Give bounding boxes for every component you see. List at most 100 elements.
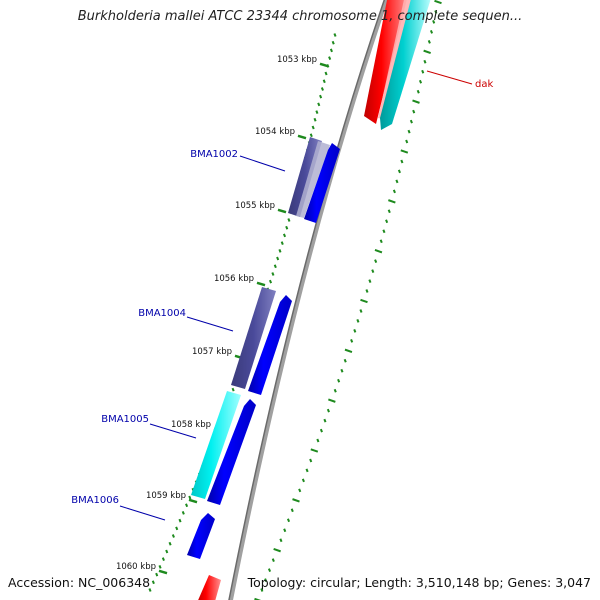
outer-minor-tick — [400, 159, 404, 164]
gene-dak — [380, 0, 431, 130]
outer-minor-tick — [423, 59, 427, 64]
outer-major-tick — [388, 199, 396, 204]
outer-minor-tick — [353, 329, 357, 333]
outer-major-tick — [360, 298, 368, 304]
gene-label-bma1004[interactable]: BMA1004 — [138, 308, 186, 319]
inner-minor-tick — [168, 541, 172, 546]
scale-tick-mark — [277, 208, 287, 214]
scale-ticks: 1053 kbp 1054 kbp 1055 kbp 1056 kbp 1057 kbp… — [116, 55, 329, 575]
outer-minor-tick — [326, 408, 330, 413]
outer-minor-tick — [395, 179, 399, 184]
scale-tick-mark — [297, 134, 307, 140]
gene-label-dak[interactable]: dak — [475, 79, 493, 90]
outer-minor-tick — [432, 20, 436, 24]
inner-minor-tick — [161, 557, 165, 562]
outer-minor-tick — [271, 558, 275, 563]
inner-minor-tick — [231, 387, 235, 392]
inner-minor-tick — [331, 40, 335, 45]
outer-minor-tick — [356, 319, 360, 323]
gene-bma1002-rev-shade — [296, 141, 330, 218]
scale-tick-label: 1057 kbp — [192, 347, 232, 357]
gene-bma1004-fwd — [248, 295, 292, 395]
chromosome-backbone — [228, 0, 389, 600]
inner-minor-tick — [178, 518, 182, 523]
summary-text: Topology: circular; Length: 3,510,148 bp… — [247, 575, 591, 590]
inner-minor-tick — [181, 511, 185, 515]
outer-minor-tick — [379, 239, 383, 244]
outer-major-tick — [273, 548, 281, 553]
accession-text: Accession: NC_006348 — [8, 575, 151, 590]
outer-minor-tick — [264, 578, 268, 582]
scale-tick-label: 1054 kbp — [255, 127, 295, 137]
outer-minor-tick — [374, 259, 378, 264]
outer-minor-tick — [309, 458, 313, 463]
outer-minor-tick — [412, 109, 416, 114]
outer-minor-tick — [323, 418, 327, 423]
inner-minor-tick — [322, 79, 326, 84]
inner-minor-tick — [165, 549, 169, 554]
inner-minor-tick — [158, 565, 162, 569]
gene-label-bma1002[interactable]: BMA1002 — [190, 149, 238, 160]
inner-minor-tick — [188, 495, 192, 500]
outer-minor-tick — [316, 438, 320, 443]
outer-major-tick — [423, 49, 431, 54]
inner-minor-tick — [285, 225, 289, 230]
scale-tick-mark — [256, 281, 266, 287]
gene-label-bma1005[interactable]: BMA1005 — [101, 414, 149, 425]
scale-tick-label: 1060 kbp — [116, 562, 156, 572]
scale-tick-label: 1059 kbp — [146, 491, 186, 501]
gene-bma1005 — [191, 391, 241, 499]
outer-minor-tick — [305, 468, 309, 473]
outer-minor-tick — [392, 189, 396, 194]
inner-minor-tick — [282, 233, 287, 238]
outer-minor-tick — [365, 289, 369, 293]
chromosome-backbone-shadow — [228, 0, 386, 600]
outer-minor-tick — [368, 279, 372, 283]
inner-minor-tick — [309, 133, 313, 138]
outer-minor-tick — [397, 169, 401, 174]
inner-minor-tick — [273, 264, 277, 269]
inner-minor-tick — [276, 256, 280, 261]
outer-minor-tick — [350, 338, 354, 343]
scale-tick-label: 1058 kbp — [171, 420, 211, 430]
gene-features — [187, 0, 431, 600]
map-title: Burkholderia mallei ATCC 23344 chromosom… — [77, 9, 523, 24]
scale-tick-mark — [319, 62, 329, 68]
outer-minor-tick — [319, 428, 323, 433]
outer-minor-tick — [429, 30, 434, 34]
gene-red-bottom — [198, 575, 221, 600]
outer-minor-tick — [385, 219, 389, 224]
inner-minor-tick — [311, 125, 315, 130]
outer-minor-tick — [421, 69, 425, 74]
inner-minor-tick — [268, 279, 273, 284]
outer-major-tick — [254, 597, 262, 600]
inner-minor-tick — [175, 526, 179, 531]
inner-minor-tick — [171, 534, 175, 538]
outer-minor-tick — [301, 478, 305, 483]
inner-minor-tick — [324, 71, 328, 76]
outer-major-tick — [374, 249, 383, 254]
outer-minor-tick — [405, 139, 409, 144]
outer-minor-tick — [333, 388, 337, 393]
inner-minor-tick — [151, 580, 155, 585]
inner-minor-tick — [329, 48, 333, 53]
outer-minor-tick — [340, 368, 344, 373]
inner-minor-tick — [271, 272, 275, 276]
inner-minor-tick — [319, 94, 323, 99]
inner-minor-tick — [287, 218, 291, 222]
inner-minor-tick — [185, 503, 189, 508]
outer-minor-tick — [434, 10, 438, 14]
label-leaders — [119, 70, 473, 521]
gene-bma1004 — [231, 287, 276, 389]
outer-minor-tick — [387, 209, 391, 214]
outer-minor-tick — [267, 568, 272, 572]
outer-major-tick — [412, 99, 420, 104]
scale-tick-mark — [188, 498, 198, 504]
gene-label-bma1006[interactable]: BMA1006 — [71, 495, 119, 506]
inner-minor-tick — [320, 87, 324, 91]
outer-tick-track — [254, 0, 442, 600]
gene-bma1006 — [187, 513, 215, 559]
scale-tick-mark — [158, 569, 168, 575]
inner-minor-tick — [278, 248, 282, 253]
